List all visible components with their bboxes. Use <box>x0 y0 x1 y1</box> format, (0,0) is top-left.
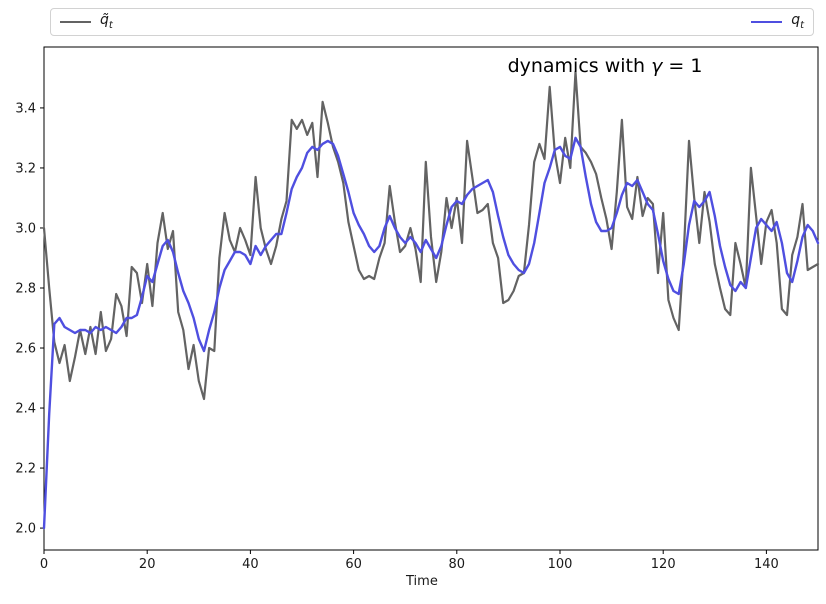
y-tick-label: 2.2 <box>15 462 36 477</box>
y-tick-label: 2.8 <box>15 281 36 296</box>
plot-border <box>43 46 819 551</box>
y-tick-label: 3.0 <box>15 221 36 236</box>
y-tick-label: 3.2 <box>15 161 36 176</box>
x-tick-label: 20 <box>139 557 156 572</box>
y-tick-label: 2.0 <box>15 522 36 537</box>
gamma-symbol: γ <box>651 55 663 77</box>
legend-label-q-tilde: q̃t <box>100 12 113 31</box>
legend-entry-q-tilde: q̃t <box>60 13 113 31</box>
x-tick-label: 0 <box>40 557 48 572</box>
y-tick-group: 2.0 2.2 2.4 2.6 2.8 3.0 3.2 3.4 <box>15 101 44 537</box>
y-tick-label: 2.6 <box>15 342 36 357</box>
x-tick-label: 140 <box>754 557 779 572</box>
x-tick-label: 80 <box>449 557 466 572</box>
legend: q̃t qt <box>50 8 814 36</box>
series-q-line <box>42 136 820 530</box>
series-q-tilde-line <box>42 70 820 401</box>
x-tick-label: 120 <box>651 557 676 572</box>
y-tick-label: 2.4 <box>15 402 36 417</box>
legend-line-sample-q-tilde <box>60 20 91 23</box>
legend-line-sample-q <box>751 20 783 23</box>
x-tick-label: 60 <box>345 557 362 572</box>
legend-entry-q: qt <box>751 13 804 31</box>
x-tick-group: 0 20 40 60 80 100 120 140 <box>40 550 779 572</box>
x-tick-label: 100 <box>548 557 573 572</box>
x-tick-label: 40 <box>242 557 259 572</box>
x-axis-label: Time <box>406 574 438 589</box>
plot-title: dynamics with γ = 1 <box>507 55 703 77</box>
legend-label-q: qt <box>791 12 804 31</box>
y-tick-label: 3.4 <box>15 101 36 116</box>
